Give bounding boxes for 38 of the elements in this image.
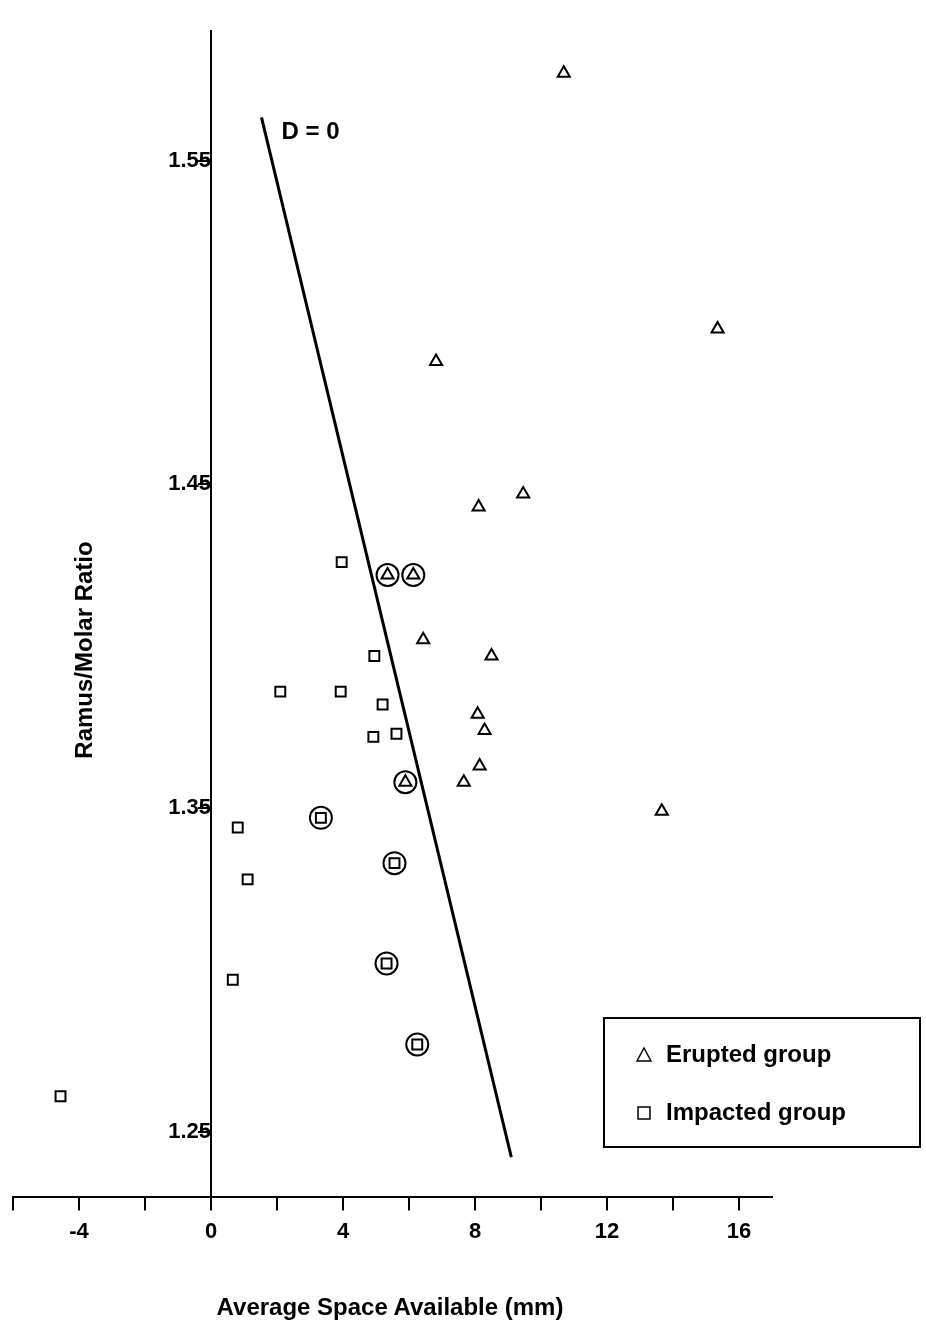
- point: [470, 706, 485, 719]
- point: [368, 650, 381, 662]
- y-tick-label: 1.25: [168, 1117, 211, 1143]
- point: [516, 486, 531, 499]
- legend-label: Erupted group: [666, 1039, 832, 1067]
- legend-label: Impacted group: [666, 1097, 847, 1125]
- point: [54, 1090, 67, 1103]
- point: [367, 730, 380, 743]
- y-axis-title: Ramus/Molar Ratio: [69, 541, 97, 759]
- y-tick-label: 1.55: [168, 146, 211, 172]
- x-tick-label: 0: [204, 1217, 218, 1243]
- point: [334, 685, 347, 698]
- y-tick-label: 1.35: [168, 794, 211, 820]
- point: [376, 698, 389, 711]
- point: [226, 973, 239, 986]
- point: [472, 758, 487, 771]
- x-axis-title: Average Space Available (mm): [216, 1292, 564, 1320]
- point: [654, 803, 669, 816]
- x-tick-label: 8: [468, 1217, 482, 1243]
- point: [429, 353, 444, 366]
- x-tick-label: -4: [69, 1217, 90, 1243]
- x-tick-label: 4: [336, 1217, 350, 1243]
- point: [274, 685, 287, 698]
- point: [416, 631, 431, 645]
- x-tick-label: 16: [726, 1217, 752, 1243]
- point: [471, 499, 486, 512]
- point: [390, 727, 403, 740]
- point: [231, 821, 244, 834]
- point: [710, 321, 725, 334]
- y-tick-label: 1.45: [168, 470, 211, 496]
- series-label: D = 0: [281, 116, 340, 144]
- point: [241, 873, 254, 886]
- point: [484, 647, 499, 661]
- point: [335, 556, 348, 569]
- x-tick-label: 12: [594, 1217, 620, 1243]
- point: [456, 774, 471, 787]
- point: [477, 722, 492, 735]
- point: [556, 65, 571, 78]
